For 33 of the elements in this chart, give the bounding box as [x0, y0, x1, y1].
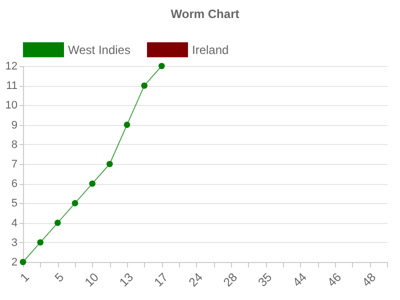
point — [158, 62, 165, 70]
y-tick-label: 10 — [5, 100, 18, 112]
x-tick-label: 17 — [151, 270, 171, 290]
x-tick-label: 5 — [52, 270, 67, 285]
y-tick-label: 7 — [11, 158, 18, 170]
y-tick-label: 3 — [11, 236, 18, 249]
y-tick-label: 12 — [5, 60, 18, 72]
point — [72, 200, 78, 206]
y-tick-label: 6 — [11, 178, 18, 190]
x-tick-label: 46 — [324, 270, 344, 290]
point — [37, 239, 44, 246]
x-tick-label: 28 — [220, 270, 240, 290]
y-tick-label: 8 — [11, 138, 18, 151]
y-tick-label: 5 — [11, 198, 18, 210]
x-tick-label: 44 — [290, 270, 310, 290]
point — [54, 220, 61, 226]
chart-title: Worm Chart — [170, 7, 240, 21]
point — [141, 82, 148, 89]
y-tick-label: 2 — [11, 256, 18, 268]
y-tick-label: 9 — [11, 119, 18, 132]
x-tick-label: 35 — [255, 270, 275, 290]
x-tick-label: 24 — [186, 270, 206, 290]
point — [124, 122, 130, 128]
legend-label: West Indies — [68, 42, 130, 57]
x-tick-label: 10 — [82, 270, 102, 290]
point — [89, 180, 96, 187]
x-tick-label: 48 — [359, 270, 379, 290]
y-tick-label: 11 — [6, 80, 18, 92]
x-tick-label: 1 — [17, 270, 32, 285]
point — [106, 160, 113, 168]
x-tick-label: 13 — [116, 270, 136, 290]
legend-label: Ireland — [192, 42, 229, 57]
y-tick-label: 4 — [11, 217, 18, 230]
